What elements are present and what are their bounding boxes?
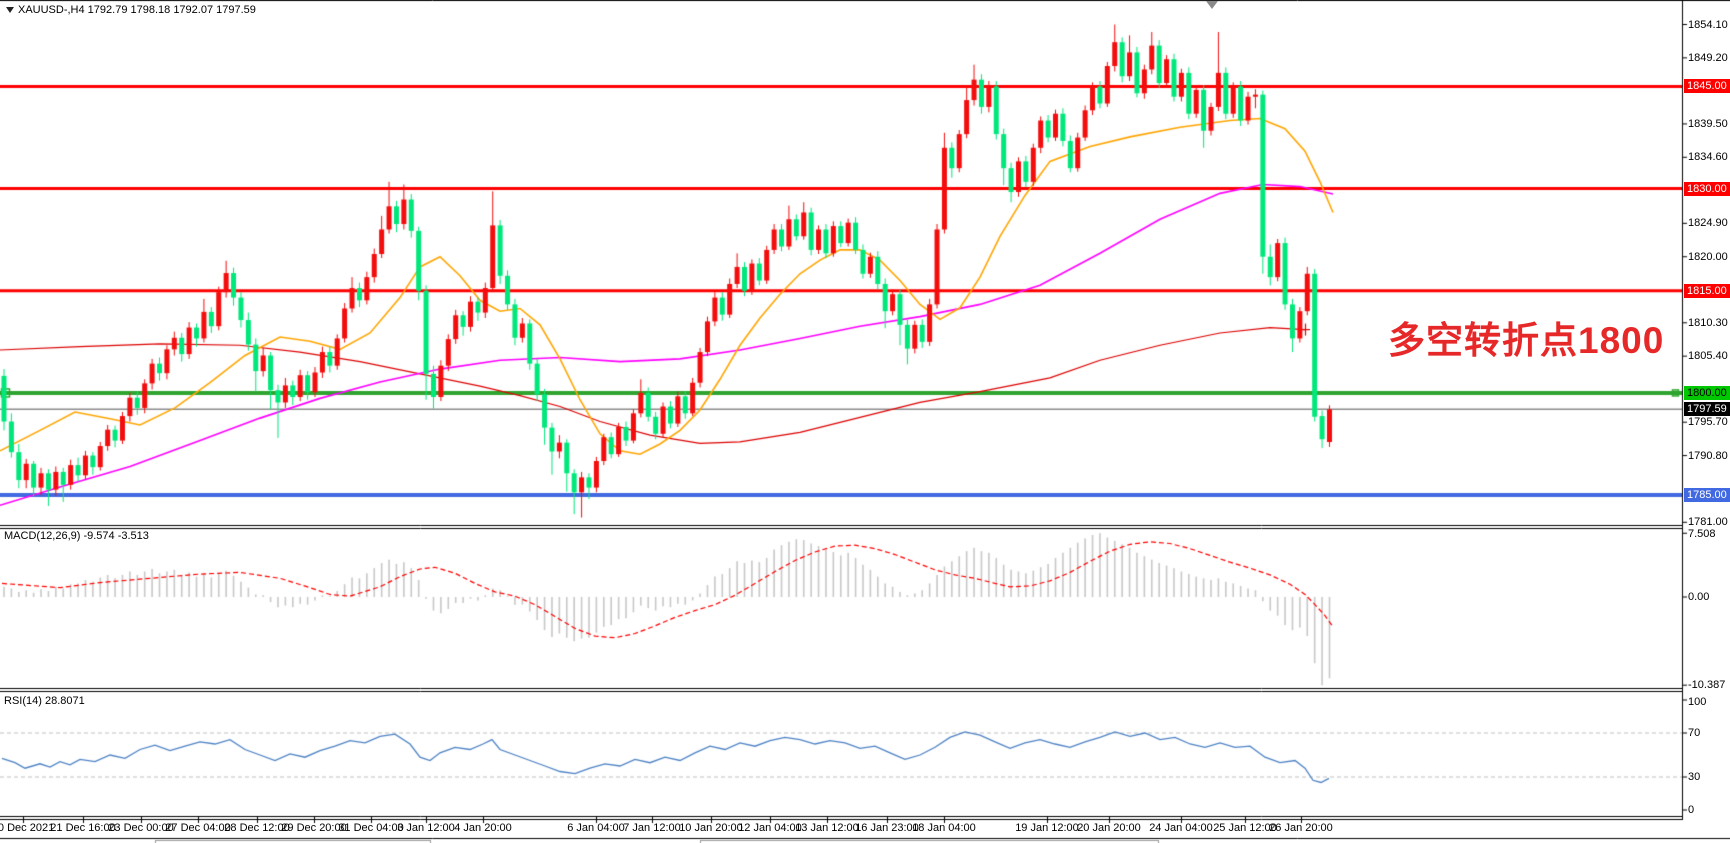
time-label: 6 Jan 04:00 — [567, 822, 625, 834]
time-label: 10 Jan 20:00 — [679, 822, 743, 834]
price-tick-label: 1834.60 — [1688, 151, 1728, 164]
macd-tick-label: 0.00 — [1688, 591, 1710, 603]
price-tick-label: 1805.40 — [1688, 350, 1728, 363]
time-label: 28 Dec 12:00 — [224, 822, 290, 834]
price-tick-label: 1849.20 — [1688, 51, 1728, 64]
macd-tick-label: 7.508 — [1688, 528, 1716, 540]
rsi-tick-label: 30 — [1688, 771, 1701, 783]
hline-price-label[interactable]: 1830.00 — [1684, 181, 1730, 196]
time-label: 4 Jan 20:00 — [454, 822, 512, 834]
rsi-tick-label: 100 — [1688, 696, 1707, 708]
symbol-dropdown-icon[interactable] — [6, 7, 14, 13]
time-label: 29 Dec 20:00 — [281, 822, 347, 834]
chart-shift-icon[interactable] — [1206, 1, 1218, 9]
time-label: 27 Dec 04:00 — [165, 822, 231, 834]
price-tick-label: 1820.00 — [1688, 250, 1728, 263]
time-label: 7 Jan 12:00 — [623, 822, 681, 834]
price-tick-label: 1854.10 — [1688, 18, 1728, 31]
price-tick-label: 1839.50 — [1688, 117, 1728, 130]
hline-price-label[interactable]: 1815.00 — [1684, 283, 1730, 298]
price-tick-label: 1790.80 — [1688, 449, 1728, 462]
time-label: 20 Dec 2021 — [0, 822, 55, 834]
rsi-tick-label: 70 — [1688, 727, 1701, 739]
time-label: 13 Jan 12:00 — [795, 822, 859, 834]
price-tick-label: 1810.30 — [1688, 316, 1728, 329]
time-label: 26 Jan 20:00 — [1269, 822, 1333, 834]
time-label: 3 Jan 12:00 — [397, 822, 455, 834]
time-label: 16 Jan 23:00 — [855, 822, 919, 834]
rsi-tick-label: 0 — [1688, 804, 1695, 816]
time-label: 24 Jan 04:00 — [1149, 822, 1213, 834]
time-label: 31 Dec 04:00 — [338, 822, 404, 834]
macd-tick-label: -10.387 — [1688, 679, 1726, 691]
rsi-indicator-label: RSI(14) 28.8071 — [4, 695, 85, 707]
time-label: 20 Jan 20:00 — [1077, 822, 1141, 834]
time-label: 21 Dec 16:00 — [50, 822, 116, 834]
price-tick-label: 1795.70 — [1688, 416, 1728, 429]
text-annotation[interactable]: 多空转折点1800 — [1388, 320, 1665, 361]
macd-indicator-label: MACD(12,26,9) -9.574 -3.513 — [4, 530, 149, 542]
hline-price-label[interactable]: 1785.00 — [1684, 488, 1730, 503]
time-label: 25 Jan 12:00 — [1213, 822, 1277, 834]
time-label: 12 Jan 04:00 — [738, 822, 802, 834]
hline-price-label[interactable]: 1797.59 — [1684, 402, 1730, 417]
time-label: 18 Jan 04:00 — [912, 822, 976, 834]
hline-price-label[interactable]: 1845.00 — [1684, 79, 1730, 94]
time-label: 19 Jan 12:00 — [1015, 822, 1079, 834]
time-label: 23 Dec 00:00 — [108, 822, 174, 834]
symbol-ohlc-header: XAUUSD-,H4 1792.79 1798.18 1792.07 1797.… — [18, 4, 256, 16]
price-tick-label: 1781.00 — [1688, 516, 1728, 529]
price-tick-label: 1824.90 — [1688, 217, 1728, 230]
hline-price-label[interactable]: 1800.00 — [1684, 385, 1730, 400]
